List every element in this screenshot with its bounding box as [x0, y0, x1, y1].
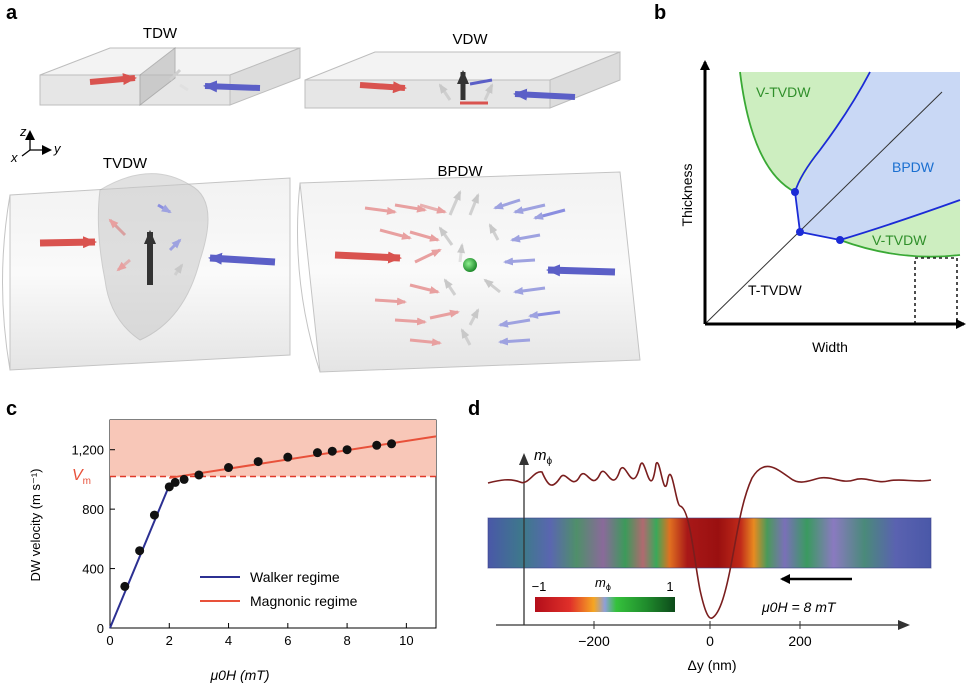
colorbar [535, 597, 675, 612]
data-point-0 [120, 582, 129, 591]
bpdw-tube [298, 172, 641, 372]
region-label-v-tvdw-bottom: V-TVDW [872, 232, 927, 248]
x-tick-label-1: 2 [166, 633, 173, 648]
panel-a: TDW VDW z x y [3, 25, 641, 372]
magnetization-stripe [488, 518, 931, 568]
zoom-box [915, 258, 957, 324]
b-ylabel: Thickness [679, 163, 695, 226]
y-tick-label-2: 800 [82, 502, 104, 517]
legend-magnonic-label: Magnonic regime [250, 593, 358, 609]
axes-triad: z x y [10, 124, 62, 165]
x-tick-label-3: 6 [284, 633, 291, 648]
c-xlabel: μ0H (mT) [210, 667, 270, 683]
wall-label-bpdw: BPDW [438, 163, 484, 180]
region-label-v-tvdw-top: V-TVDW [756, 84, 811, 100]
axis-label-z: z [19, 124, 27, 139]
tvdw-tube [3, 174, 291, 370]
x-tick-label-0: 0 [106, 633, 113, 648]
c-vm-label: Vm [72, 467, 91, 487]
data-point-14 [387, 439, 396, 448]
bloch-point-sphere [463, 258, 477, 272]
triple-point-1 [791, 188, 799, 196]
d-tick-0: 0 [706, 633, 714, 649]
x-tick-label-4: 8 [343, 633, 350, 648]
triple-point-3 [836, 236, 844, 244]
legend-walker-label: Walker regime [250, 569, 340, 585]
colorbar-max-label: 1 [666, 579, 673, 594]
data-point-11 [328, 447, 337, 456]
y-tick-label-3: 1,200 [71, 443, 104, 458]
data-point-9 [283, 453, 292, 462]
b-xlabel: Width [812, 339, 848, 355]
data-point-8 [254, 457, 263, 466]
field-label: μ0H = 8 mT [761, 599, 837, 615]
d-xlabel: Δy (nm) [687, 657, 736, 673]
data-point-2 [150, 511, 159, 520]
d-tick-neg200: −200 [578, 633, 610, 649]
panel-d: −200 0 200 Δy (nm) mϕ −1 1 mϕ μ0H = 8 mT [488, 447, 931, 673]
vdw-slab [305, 52, 620, 108]
y-tick-label-0: 0 [97, 621, 104, 636]
data-point-10 [313, 448, 322, 457]
colorbar-min-label: −1 [532, 579, 547, 594]
magnonic-shade [110, 420, 436, 476]
d-ylabel: mϕ [534, 447, 553, 467]
series-line-0 [110, 485, 169, 628]
axis-label-y: y [53, 141, 62, 156]
data-point-12 [343, 445, 352, 454]
d-tick-200: 200 [788, 633, 812, 649]
wall-label-tdw: TDW [143, 25, 178, 42]
tdw-slab [40, 48, 300, 105]
x-tick-label-5: 10 [399, 633, 413, 648]
data-point-13 [372, 441, 381, 450]
data-point-6 [194, 470, 203, 479]
triple-point-2 [796, 228, 804, 236]
region-label-bpdw: BPDW [892, 159, 935, 175]
data-point-7 [224, 463, 233, 472]
data-point-4 [171, 478, 180, 487]
data-point-5 [180, 475, 189, 484]
data-point-1 [135, 546, 144, 555]
c-ylabel: DW velocity (m s⁻¹) [28, 468, 43, 581]
y-tick-label-1: 400 [82, 562, 104, 577]
panel-b: V-TVDW BPDW V-TVDW T-TVDW Width Thicknes… [679, 62, 964, 355]
x-tick-label-2: 4 [225, 633, 232, 648]
wall-label-tvdw: TVDW [103, 155, 148, 172]
axis-label-x: x [10, 150, 18, 165]
region-label-t-tvdw: T-TVDW [748, 282, 802, 298]
wall-label-vdw: VDW [453, 31, 489, 48]
colorbar-label: mϕ [595, 575, 611, 592]
